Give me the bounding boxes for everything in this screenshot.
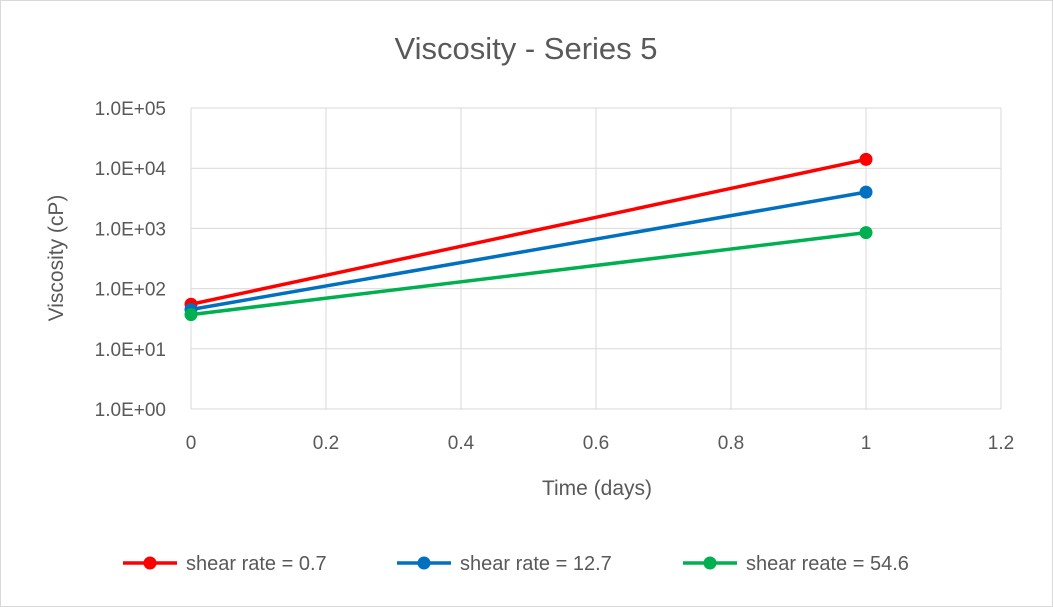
y-tick-label: 1.0E+00 bbox=[95, 400, 166, 421]
y-axis-title: Viscosity (cP) bbox=[45, 195, 68, 322]
y-tick-label: 1.0E+02 bbox=[95, 280, 166, 301]
y-tick-label: 1.0E+04 bbox=[95, 159, 167, 180]
y-tick-label: 1.0E+03 bbox=[95, 219, 166, 240]
legend-marker bbox=[417, 556, 431, 570]
series-1 bbox=[184, 152, 873, 311]
legend-marker bbox=[143, 556, 157, 570]
series bbox=[184, 152, 873, 322]
series-line bbox=[190, 157, 867, 306]
x-tick-label: 0.4 bbox=[448, 433, 475, 454]
data-point bbox=[184, 308, 198, 322]
data-point bbox=[859, 185, 873, 199]
grid bbox=[190, 107, 1002, 410]
y-tick-label: 1.0E+01 bbox=[95, 340, 166, 361]
data-point bbox=[859, 226, 873, 240]
x-tick-label: 0.2 bbox=[313, 433, 339, 454]
tick-labels: 0 0.2 0.4 0.6 0.8 1 1.2 1.0E+00 1.0E+01 1.0E+02 1.… bbox=[95, 99, 1015, 454]
legend-item: shear reate = 54.6 bbox=[683, 553, 909, 575]
chart-title: Viscosity - Series 5 bbox=[394, 31, 657, 66]
legend-item: shear rate = 12.7 bbox=[397, 553, 612, 575]
y-tick-label: 1.0E+05 bbox=[95, 99, 166, 120]
data-point bbox=[859, 152, 873, 166]
x-axis-title: Time (days) bbox=[542, 477, 652, 500]
legend-item: shear rate = 0.7 bbox=[123, 553, 327, 575]
legend-marker bbox=[703, 556, 717, 570]
x-tick-label: 1 bbox=[861, 433, 872, 454]
x-tick-label: 0.6 bbox=[583, 433, 609, 454]
series-2 bbox=[184, 185, 873, 316]
legend-label: shear rate = 0.7 bbox=[186, 553, 327, 575]
x-tick-label: 0 bbox=[186, 433, 197, 454]
legend-label: shear reate = 54.6 bbox=[746, 553, 909, 575]
series-line bbox=[190, 230, 867, 317]
x-tick-label: 0.8 bbox=[718, 433, 744, 454]
x-tick-label: 1.2 bbox=[988, 433, 1014, 454]
legend: shear rate = 0.7 shear rate = 12.7 shear r… bbox=[123, 553, 909, 575]
series-3 bbox=[184, 226, 873, 322]
series-line bbox=[190, 190, 867, 312]
legend-label: shear rate = 12.7 bbox=[460, 553, 612, 575]
